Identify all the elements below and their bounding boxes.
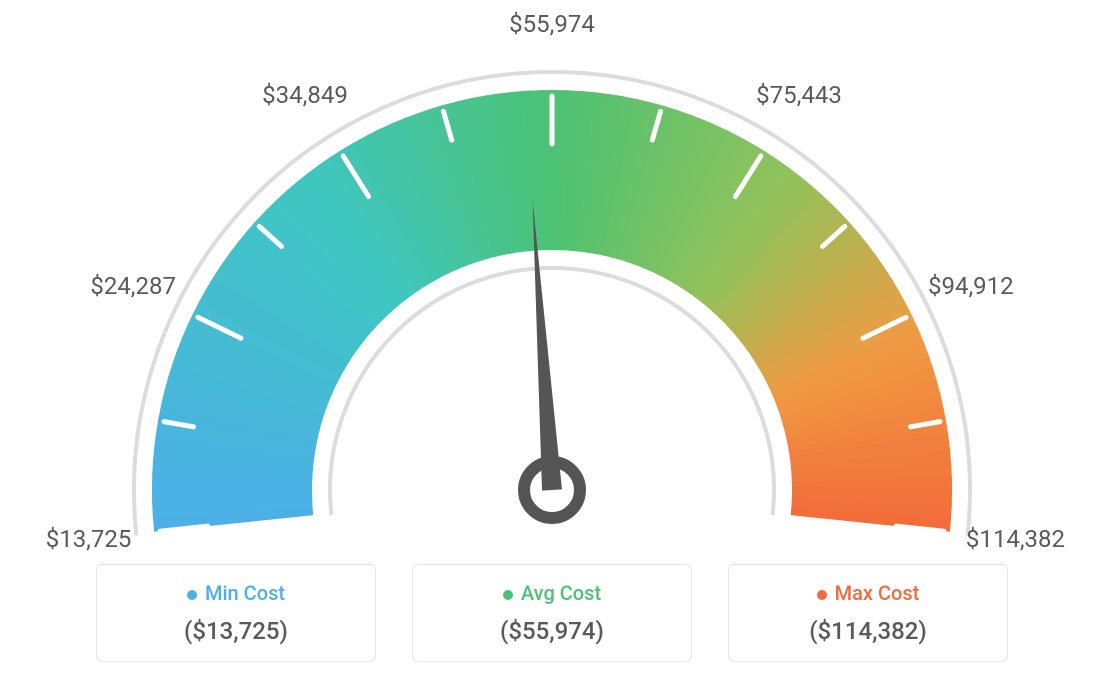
gauge-tick-label: $94,912 [928, 272, 1014, 300]
legend-dot-icon [503, 590, 513, 600]
legend-dot-icon [187, 590, 197, 600]
legend-value: ($55,974) [413, 617, 691, 645]
gauge-area: $13,725 $24,287 $34,849 $55,974 $75,443 $94,9… [0, 0, 1104, 560]
gauge-tick-label: $75,443 [756, 81, 842, 109]
legend-card: Max Cost ($114,382) [728, 564, 1008, 662]
cost-gauge-chart: $13,725 $24,287 $34,849 $55,974 $75,443 $94,9… [0, 0, 1104, 690]
gauge-tick-label: $34,849 [262, 81, 348, 109]
legend-title-text: Max Cost [835, 581, 920, 605]
legend-title-text: Avg Cost [521, 581, 601, 605]
legend-card: Min Cost ($13,725) [96, 564, 376, 662]
legend-title: Avg Cost [413, 581, 691, 605]
legend-value: ($13,725) [97, 617, 375, 645]
gauge-tick-label: $55,974 [509, 10, 595, 38]
legend-value: ($114,382) [729, 617, 1007, 645]
gauge-tick-label: $114,382 [966, 525, 1065, 553]
gauge-tick-label: $24,287 [90, 272, 176, 300]
legend-title: Min Cost [97, 581, 375, 605]
legend-title: Max Cost [729, 581, 1007, 605]
gauge-tick-label: $13,725 [46, 525, 132, 553]
legend-title-text: Min Cost [205, 581, 285, 605]
legend-dot-icon [817, 590, 827, 600]
cost-legend: Min Cost ($13,725) Avg Cost ($55,974) Max Co… [96, 564, 1008, 662]
legend-card: Avg Cost ($55,974) [412, 564, 692, 662]
